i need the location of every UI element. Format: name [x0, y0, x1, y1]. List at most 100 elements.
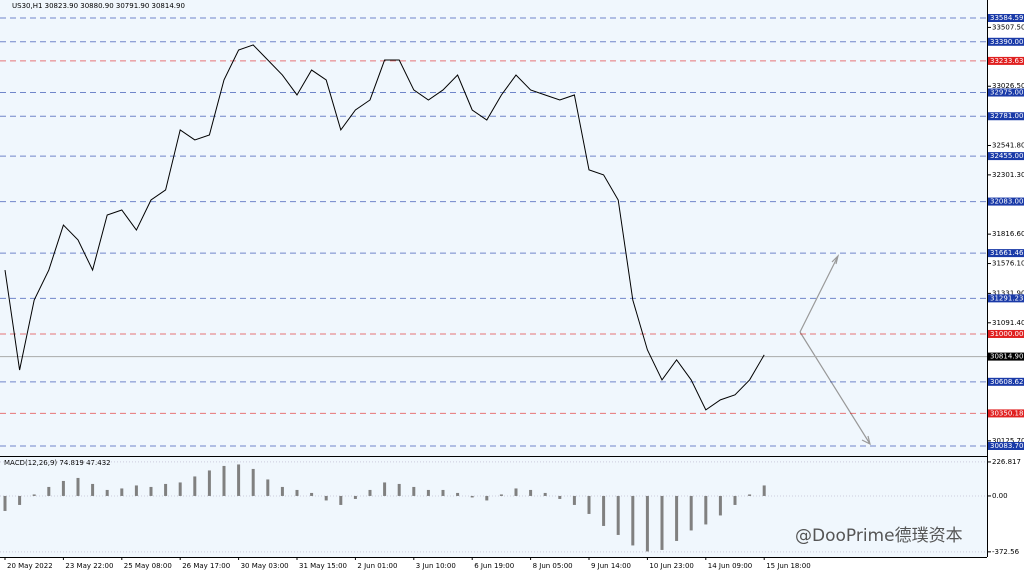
macd-bar: [470, 495, 474, 498]
macd-title: MACD(12,26,9) 74.819 47.432: [4, 459, 111, 467]
level-tag: [988, 152, 1024, 161]
level-tag: [988, 13, 1024, 22]
level-tag: [988, 377, 1024, 386]
y-tick-label: 30125.70: [992, 437, 1024, 445]
price-line: [4, 44, 765, 411]
macd-bar: [631, 495, 635, 546]
level-tag: [988, 441, 1024, 450]
level-tag: [988, 329, 1024, 338]
y-tick-label: 32301.30: [992, 171, 1024, 179]
level-tag: [988, 409, 1024, 418]
y-tick-label: 32541.80: [992, 141, 1024, 149]
macd-bar: [76, 477, 80, 496]
level-label: 32455.00: [990, 152, 1023, 160]
level-tag: [988, 249, 1024, 258]
macd-bar: [383, 482, 387, 496]
macd-bar: [733, 495, 737, 505]
macd-bar: [91, 483, 95, 496]
x-tick-label: 20 May 2022: [7, 562, 53, 570]
x-tick-label: 10 Jun 23:00: [649, 562, 693, 570]
macd-bar: [675, 495, 679, 541]
arrow-up: [799, 254, 840, 333]
watermark: @DooPrime德璞资本: [795, 526, 963, 546]
level-tag: [988, 56, 1024, 65]
macd-bar: [222, 465, 226, 496]
macd-bar: [499, 494, 503, 496]
macd-bar: [266, 479, 270, 496]
macd-bar: [324, 495, 328, 501]
macd-bar: [485, 495, 489, 501]
y-tick-label: 31331.90: [992, 289, 1024, 297]
macd-bar: [397, 483, 401, 496]
macd-bar: [105, 489, 109, 496]
macd-bar: [3, 495, 7, 511]
x-tick-label: 30 May 03:00: [241, 562, 289, 570]
macd-bar: [529, 489, 533, 496]
macd-bar: [134, 485, 138, 496]
level-label: 31000.00: [990, 330, 1023, 338]
level-label: 30608.62: [990, 378, 1023, 386]
y-tick-label: 33026.50: [992, 82, 1024, 90]
macd-bar: [660, 495, 664, 550]
level-label: 33390.00: [990, 38, 1023, 46]
projection-arrows: [799, 254, 871, 446]
macd-bar: [543, 492, 547, 496]
macd-bar: [120, 488, 124, 496]
macd-bar: [689, 495, 693, 531]
macd-bar: [587, 495, 591, 514]
macd-bar: [456, 492, 460, 496]
macd-bar: [645, 495, 649, 552]
price-title: US30,H1 30823.90 30880.90 30791.90 30814…: [12, 2, 185, 10]
level-label: 32781.00: [990, 112, 1023, 120]
y-tick-label: 31816.60: [992, 230, 1024, 238]
macd-bar: [237, 464, 241, 496]
x-tick-label: 2 Jun 01:00: [357, 562, 397, 570]
level-tag: [988, 294, 1024, 303]
y-tick-label: 0.00: [992, 492, 1008, 500]
last-price-tag: [988, 352, 1024, 361]
x-tick-label: 8 Jun 05:00: [533, 562, 573, 570]
macd-bar: [718, 495, 722, 516]
y-tick-label: 226.817: [992, 458, 1021, 466]
y-tick-label: 31576.10: [992, 260, 1024, 268]
macd-bar: [762, 485, 766, 496]
level-tag: [988, 88, 1024, 97]
macd-bar: [32, 494, 36, 496]
plot-background: [0, 0, 987, 557]
macd-bar: [441, 489, 445, 496]
macd-bar: [558, 495, 562, 499]
macd-bar: [251, 468, 255, 496]
level-tag: [988, 37, 1024, 46]
level-label: 31291.23: [990, 294, 1023, 302]
macd-bar: [18, 495, 22, 505]
macd-bar: [426, 489, 430, 496]
level-tag: [988, 112, 1024, 121]
x-tick-label: 9 Jun 14:00: [591, 562, 631, 570]
x-tick-label: 31 May 15:00: [299, 562, 347, 570]
y-tick-label: 31091.40: [992, 319, 1024, 327]
y-tick-label: 33507.50: [992, 23, 1024, 31]
macd-bar: [295, 489, 299, 496]
macd-bar: [280, 486, 284, 496]
macd-bar: [149, 486, 153, 496]
macd-bar: [310, 492, 314, 496]
macd-bar: [47, 486, 51, 496]
level-label: 33584.59: [990, 14, 1023, 22]
level-label: 30350.18: [990, 409, 1023, 417]
y-tick-label: -372.56: [992, 548, 1020, 556]
level-tag: [988, 197, 1024, 206]
level-label: 30083.70: [990, 442, 1023, 450]
macd-bar: [368, 489, 372, 496]
macd-bar: [178, 482, 182, 496]
level-label: 32975.00: [990, 89, 1023, 97]
macd-bar: [602, 495, 606, 526]
macd-bar: [207, 470, 211, 496]
macd-bar: [339, 495, 343, 505]
level-label: 33233.63: [990, 57, 1023, 65]
level-label: 31661.46: [990, 249, 1024, 257]
macd-bar: [572, 495, 576, 505]
x-tick-label: 15 Jun 18:00: [766, 562, 810, 570]
level-label: 32083.00: [990, 198, 1023, 206]
